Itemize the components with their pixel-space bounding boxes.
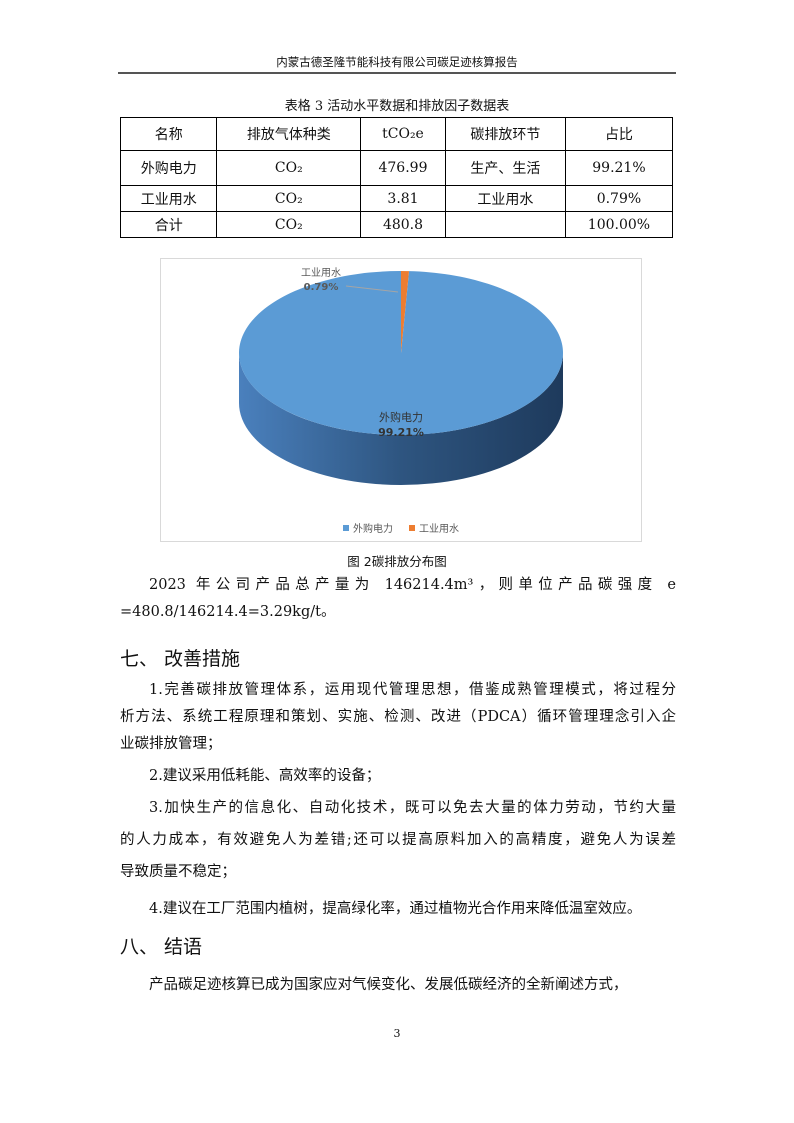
section-heading: 七、 改善措施: [120, 648, 241, 670]
list-item: 4.建议在工厂范围内植树，提高绿化率，通过植物光合作用来降低温室效应。: [149, 901, 642, 917]
cell: 100.00%: [564, 211, 674, 238]
paragraph: 2023 年公司产品总产量为 146214.4m³，则单位产品碳强度 e: [149, 577, 676, 593]
slice-label-1-name: 工业用水: [301, 267, 341, 279]
cell: 0.79%: [564, 185, 674, 212]
cell: 476.99: [360, 150, 446, 186]
list-item: 的人力成本，有效避免人为差错;还可以提高原料加入的高精度，避免人为误差: [120, 832, 676, 848]
cell: 工业用水: [119, 185, 218, 212]
th: tCO₂e: [360, 117, 446, 151]
emission-table: 名称 排放气体种类 tCO₂e 碳排放环节 占比 外购电力 CO₂ 476.99…: [119, 117, 674, 238]
cell: CO₂: [216, 185, 362, 212]
th: 占比: [564, 117, 674, 151]
legend-label-1: 工业用水: [419, 523, 459, 535]
table-row: 外购电力 CO₂ 476.99 生产、生活 99.21%: [119, 150, 674, 186]
cell: 生产、生活: [444, 150, 566, 186]
page-header: 内蒙古德圣隆节能科技有限公司碳足迹核算报告: [276, 55, 518, 69]
legend-swatch-0: [343, 525, 349, 531]
pie-slice-1: [401, 271, 410, 353]
cell: 3.81: [360, 185, 446, 212]
table-header-row: 名称 排放气体种类 tCO₂e 碳排放环节 占比: [119, 117, 674, 151]
cell: CO₂: [216, 211, 362, 238]
leader-line: [345, 285, 399, 293]
list-item: 析方法、系统工程原理和策划、实施、检测、改进（PDCA）循环管理理念引入企: [120, 709, 676, 725]
list-item: 导致质量不稳定；: [120, 864, 236, 880]
slice-label-0-value: 99.21%: [378, 426, 424, 439]
list-item: 1.完善碳排放管理体系，运用现代管理思想，借鉴成熟管理模式，将过程分: [149, 682, 676, 698]
table-row: 合计 CO₂ 480.8 100.00%: [119, 211, 674, 238]
cell: 合计: [119, 211, 218, 238]
list-item: 3.加快生产的信息化、自动化技术，既可以免去大量的体力劳动，节约大量: [149, 800, 676, 816]
cell: 480.8: [360, 211, 446, 238]
page-number: 3: [393, 1027, 401, 1040]
header-divider: [118, 72, 676, 74]
cell: [444, 211, 566, 238]
pie-slice-0: [239, 271, 564, 435]
list-item: 2.建议采用低耗能、高效率的设备；: [149, 768, 381, 784]
legend-label-0: 外购电力: [353, 522, 393, 535]
section-heading: 八、 结语: [120, 936, 203, 958]
list-item: 业碳排放管理；: [120, 736, 222, 752]
table-row: 工业用水 CO₂ 3.81 工业用水 0.79%: [119, 185, 674, 212]
paragraph: 产品碳足迹核算已成为国家应对气候变化、发展低碳经济的全新阐述方式，: [149, 977, 628, 993]
pie-chart: 工业用水 0.79% 外购电力 99.21% 外购电力 工业用水: [160, 258, 642, 542]
th: 名称: [119, 117, 218, 151]
cell: 外购电力: [119, 150, 218, 186]
paragraph: =480.8/146214.4=3.29kg/t。: [120, 604, 336, 620]
cell: 工业用水: [444, 185, 566, 212]
cell: CO₂: [216, 150, 362, 186]
cell: 99.21%: [564, 150, 674, 186]
th: 排放气体种类: [216, 117, 362, 151]
slice-label-0-name: 外购电力: [379, 410, 423, 424]
pie-svg: 工业用水 0.79% 外购电力 99.21% 外购电力 工业用水: [239, 267, 564, 535]
legend-swatch-1: [409, 525, 415, 531]
table-caption: 表格 3 活动水平数据和排放因子数据表: [284, 99, 510, 114]
pie-side: [239, 353, 563, 485]
figure-caption: 图 2碳排放分布图: [347, 554, 447, 569]
slice-label-1-value: 0.79%: [304, 282, 339, 293]
th: 碳排放环节: [444, 117, 566, 151]
